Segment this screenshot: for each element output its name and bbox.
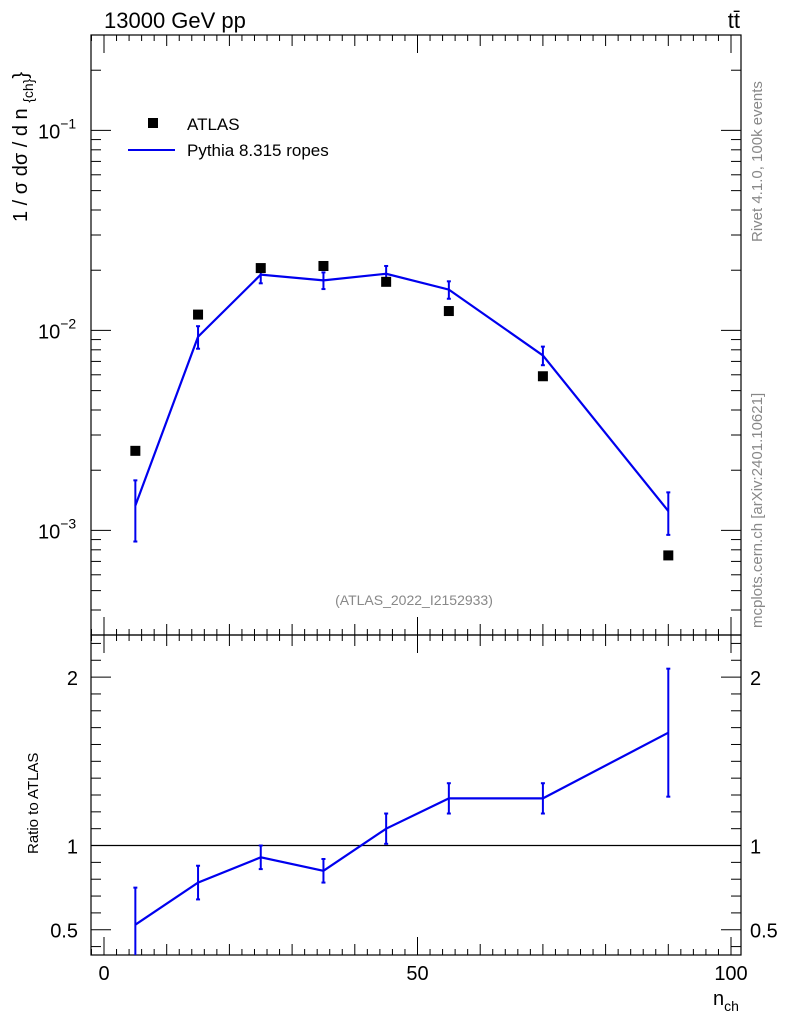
x-axis-title: nch bbox=[713, 988, 739, 1014]
x-tick-label: 0 bbox=[98, 963, 109, 985]
ratio-y-axis-title: Ratio to ATLAS bbox=[25, 753, 42, 854]
legend-marker-atlas bbox=[148, 118, 158, 128]
legend-label-atlas: ATLAS bbox=[187, 115, 240, 134]
ratio-y-tick-label-left: 2 bbox=[67, 668, 78, 690]
rivet-label: Rivet 4.1.0, 100k events bbox=[749, 81, 766, 242]
process-label: tt̄ bbox=[728, 8, 740, 33]
y-tick-label: 10−2 bbox=[38, 315, 76, 343]
main-y-axis-title: 1 / σ dσ / d n {ch}} bbox=[10, 72, 36, 222]
ratio-y-tick-label-right: 0.5 bbox=[750, 921, 778, 943]
ratio-y-tick-label-left: 0.5 bbox=[50, 921, 78, 943]
ratio-line bbox=[134, 731, 669, 926]
main-y-axis-subscript: {ch} bbox=[20, 78, 36, 102]
y-tick-label: 10−3 bbox=[38, 515, 76, 543]
ratio-y-tick-label-left: 1 bbox=[67, 837, 78, 859]
ratio-y-tick-label-right: 2 bbox=[750, 668, 761, 690]
energy-label: 13000 GeV pp bbox=[104, 8, 246, 33]
atlas-data-point bbox=[255, 263, 266, 274]
x-tick-label: 50 bbox=[406, 963, 428, 985]
main-panel: 10−3 10−2 10−1 bbox=[38, 34, 742, 636]
atlas-data-point bbox=[130, 445, 141, 456]
atlas-data-point bbox=[318, 260, 329, 271]
mcplots-label: mcplots.cern.ch [arXiv:2401.10621] bbox=[749, 393, 766, 628]
ratio-y-tick-label-right: 1 bbox=[750, 837, 761, 859]
y-tick-label: 10−1 bbox=[38, 115, 76, 143]
atlas-data-point bbox=[537, 371, 548, 382]
main-y-axis-title-text: 1 / σ dσ / d n bbox=[10, 108, 32, 222]
x-tick-label: 100 bbox=[714, 963, 747, 985]
atlas-data-point bbox=[193, 309, 204, 320]
atlas-data-point bbox=[381, 276, 392, 287]
atlas-data-point bbox=[663, 550, 674, 561]
ratio-frame bbox=[90, 634, 742, 956]
legend-label-pythia: Pythia 8.315 ropes bbox=[187, 141, 329, 160]
pythia-line bbox=[134, 272, 670, 512]
analysis-tag: (ATLAS_2022_I2152933) bbox=[335, 592, 493, 608]
legend: ATLAS Pythia 8.315 ropes bbox=[128, 115, 329, 160]
atlas-data-point bbox=[443, 306, 454, 317]
